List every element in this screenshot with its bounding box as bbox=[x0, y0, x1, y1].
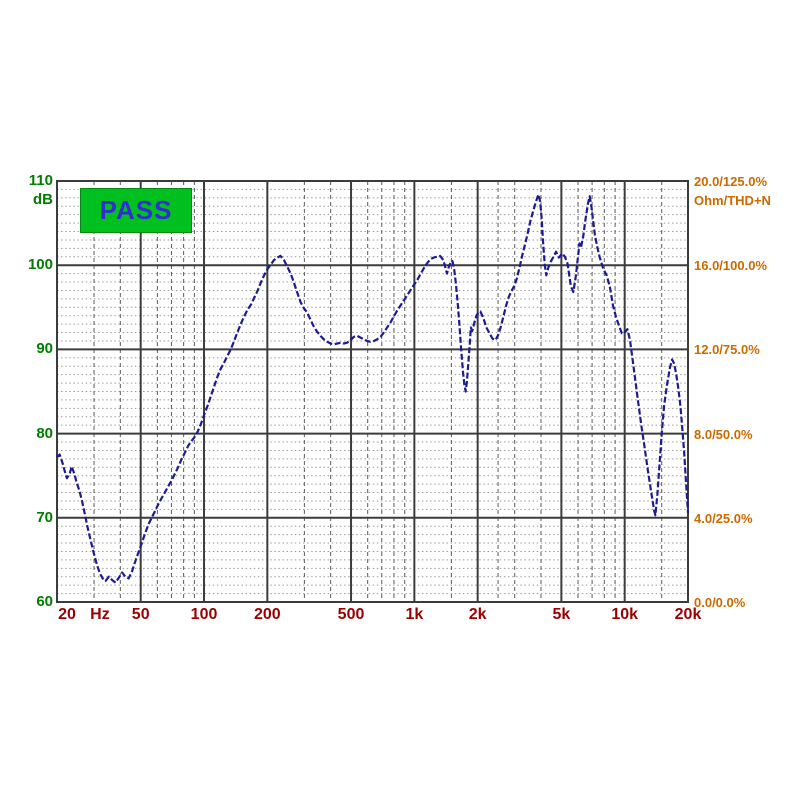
frequency-response-curve bbox=[56, 193, 690, 584]
pass-status-badge: PASS bbox=[80, 188, 192, 233]
plot-border bbox=[56, 180, 689, 603]
